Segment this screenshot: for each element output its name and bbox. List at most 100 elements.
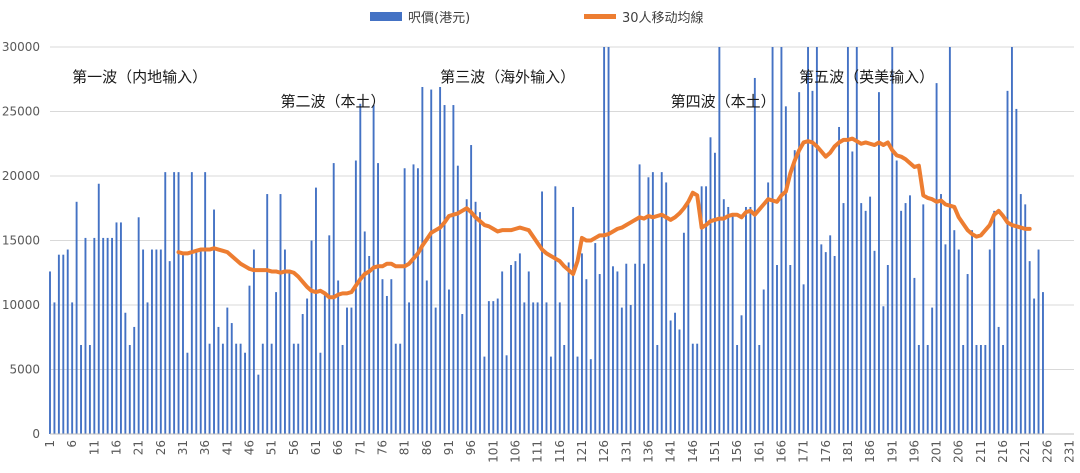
- bar: [84, 237, 87, 434]
- bar: [354, 160, 357, 434]
- x-tick-label: 151: [708, 440, 722, 463]
- bar: [301, 314, 304, 434]
- x-tick: 111: [531, 440, 545, 463]
- bar: [416, 168, 419, 434]
- bar: [1010, 47, 1013, 434]
- bar: [669, 320, 672, 434]
- bar: [594, 243, 597, 434]
- bar: [656, 344, 659, 434]
- bar: [115, 222, 118, 434]
- bar: [518, 253, 521, 434]
- bar: [718, 47, 721, 434]
- bar: [283, 249, 286, 434]
- wave-annotation: 第四波（本土）: [671, 92, 776, 110]
- bar: [811, 90, 814, 435]
- bar: [855, 47, 858, 434]
- x-tick: 1: [43, 440, 57, 448]
- legend-bar-swatch: [370, 12, 402, 21]
- bar: [394, 343, 397, 434]
- bar: [213, 209, 215, 434]
- x-tick-label: 66: [331, 440, 345, 455]
- bar: [931, 307, 934, 434]
- bar: [448, 289, 450, 434]
- wave-annotation: 第二波（本土）: [281, 92, 386, 110]
- bar: [146, 302, 149, 434]
- bar: [505, 355, 508, 434]
- bar: [1033, 298, 1036, 434]
- bar: [430, 89, 433, 434]
- bar: [119, 222, 122, 434]
- bar: [443, 105, 446, 435]
- x-tick-label: 226: [1040, 440, 1054, 463]
- bar: [909, 195, 911, 434]
- bar: [71, 302, 74, 434]
- bar: [922, 204, 925, 434]
- x-tick: 121: [575, 440, 589, 463]
- x-tick: 116: [553, 440, 567, 463]
- y-axis-tick-labels: 0 5000 10000 15000 20000 25000 30000: [2, 40, 40, 441]
- x-tick: 151: [708, 440, 722, 463]
- bar: [869, 196, 872, 434]
- bar: [363, 231, 366, 434]
- bar: [102, 237, 105, 434]
- bar: [886, 265, 889, 434]
- x-tick-label: 141: [664, 440, 678, 463]
- x-tick: 11: [87, 440, 101, 455]
- bar: [554, 186, 557, 434]
- bar: [829, 235, 832, 434]
- bar: [456, 165, 459, 434]
- x-tick: 86: [420, 440, 434, 455]
- x-tick: 141: [664, 440, 678, 463]
- bar: [798, 92, 801, 435]
- bar: [177, 172, 180, 434]
- bar: [49, 271, 51, 434]
- bar: [563, 344, 566, 434]
- bar: [168, 261, 171, 434]
- x-tick-label: 31: [176, 440, 190, 455]
- x-tick-label: 36: [198, 440, 212, 455]
- bar: [873, 250, 876, 434]
- bar: [917, 344, 920, 434]
- bar: [275, 292, 278, 434]
- bar: [359, 103, 362, 434]
- bar: [226, 307, 229, 434]
- bar: [164, 172, 167, 434]
- x-tick-label: 196: [907, 440, 921, 463]
- bar: [846, 47, 849, 434]
- bar: [1024, 204, 1027, 434]
- bar: [217, 326, 220, 434]
- bar: [452, 105, 455, 435]
- x-tick-label: 11: [87, 440, 101, 455]
- bar: [248, 285, 251, 434]
- bar: [913, 277, 916, 434]
- bar: [647, 177, 650, 435]
- bar: [589, 359, 592, 434]
- bar-series: [49, 47, 1044, 435]
- bar: [638, 164, 641, 434]
- bar: [266, 194, 269, 434]
- bar: [545, 302, 548, 434]
- x-tick: 6: [65, 440, 79, 448]
- bar: [736, 344, 739, 434]
- bar: [328, 235, 331, 434]
- wave-annotation: 第三波（海外输入）: [440, 68, 575, 86]
- x-tick: 196: [907, 440, 921, 463]
- bar: [408, 302, 411, 434]
- bar: [572, 206, 575, 434]
- bar: [603, 47, 606, 434]
- bar: [620, 307, 623, 434]
- bar: [625, 263, 628, 434]
- x-tick: 101: [486, 440, 500, 463]
- bar: [612, 266, 614, 434]
- bar: [195, 249, 198, 434]
- bar: [567, 262, 570, 434]
- bar: [598, 274, 601, 434]
- bar: [244, 352, 246, 434]
- x-tick-label: 111: [531, 440, 545, 463]
- bar: [758, 344, 761, 434]
- bar: [479, 212, 481, 434]
- bar: [651, 172, 654, 434]
- x-tick: 31: [176, 440, 190, 455]
- x-tick-label: 166: [774, 440, 788, 463]
- bar: [151, 249, 153, 434]
